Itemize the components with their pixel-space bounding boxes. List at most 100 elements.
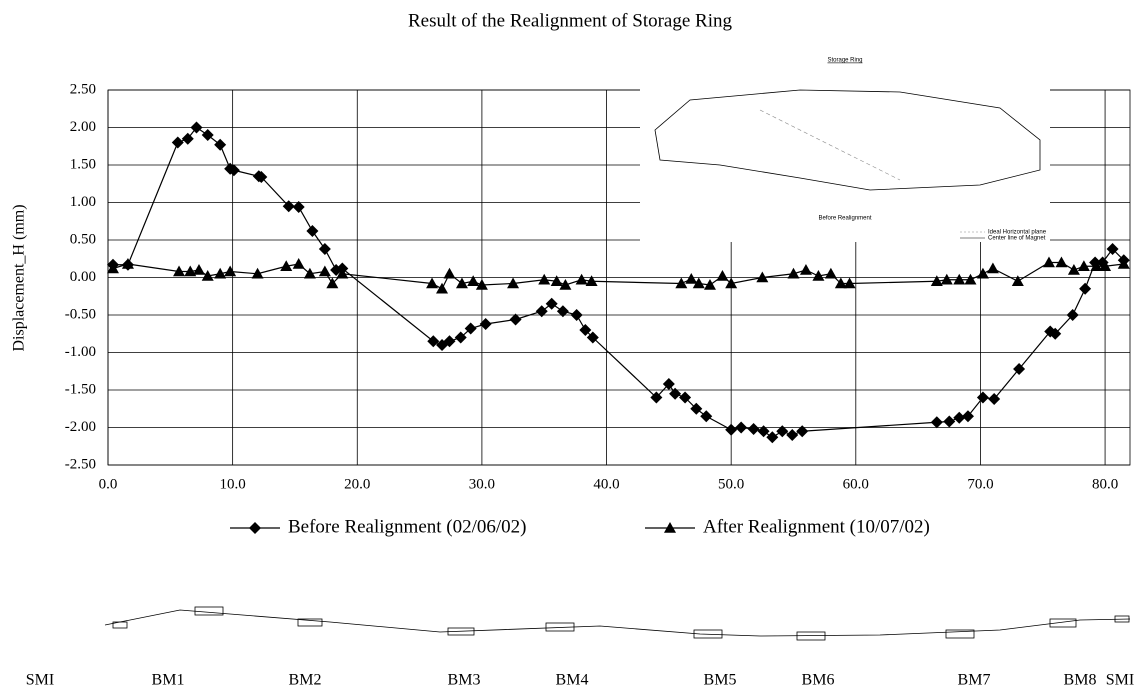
y-tick-label: -1.00 [65, 344, 96, 360]
point-marker [964, 273, 977, 285]
point-marker [443, 267, 456, 279]
point-marker [1013, 363, 1026, 375]
point-marker [725, 277, 738, 289]
point-marker [556, 305, 569, 318]
point-marker [1055, 256, 1068, 268]
point-marker [190, 121, 203, 134]
point-marker [282, 200, 295, 213]
x-tick-label: 40.0 [593, 476, 619, 492]
point-marker [716, 270, 729, 281]
point-marker [585, 275, 598, 287]
point-marker [1011, 275, 1024, 287]
point-marker [1066, 309, 1079, 321]
point-marker [426, 277, 439, 289]
point-marker [292, 201, 305, 213]
point-marker [786, 429, 799, 441]
magnet-label: BM2 [289, 672, 322, 689]
point-marker [579, 324, 592, 336]
point-marker [106, 262, 119, 274]
y-tick-label: -2.50 [65, 456, 96, 472]
x-tick-label: 10.0 [220, 476, 246, 492]
point-marker [1077, 260, 1090, 272]
point-marker [550, 275, 563, 287]
legend-label: After Realignment (10/07/02) [703, 516, 930, 537]
magnet-label: SMI [1106, 672, 1134, 689]
point-marker [650, 391, 663, 404]
y-tick-label: 1.50 [70, 156, 96, 172]
inset-caption: Before Realignment [818, 216, 871, 222]
point-marker [679, 391, 692, 404]
point-marker [986, 262, 999, 274]
point-marker [1090, 260, 1103, 272]
y-tick-label: 2.50 [70, 81, 96, 97]
ring-schematic [104, 606, 1131, 641]
point-marker [796, 425, 809, 438]
point-marker [427, 335, 440, 348]
magnet-label: BM8 [1064, 672, 1097, 689]
point-marker [757, 425, 770, 438]
point-marker [318, 265, 331, 277]
y-tick-label: -1.50 [65, 381, 96, 397]
x-tick-label: 60.0 [843, 476, 869, 492]
point-marker [443, 335, 456, 348]
point-marker [799, 264, 812, 275]
x-tick-label: 30.0 [469, 476, 495, 492]
point-marker [201, 129, 214, 141]
point-marker [692, 277, 705, 289]
point-marker [171, 136, 184, 149]
point-marker [930, 275, 943, 287]
point-marker [690, 402, 703, 415]
point-marker [675, 277, 688, 289]
point-marker [976, 267, 989, 279]
point-marker [812, 270, 825, 281]
point-marker [436, 282, 449, 294]
point-marker [747, 423, 760, 435]
point-marker [669, 387, 682, 400]
point-marker [943, 415, 956, 428]
y-tick-label: -2.00 [65, 419, 96, 435]
legend-label: Before Realignment (02/06/02) [288, 516, 527, 537]
x-tick-label: 20.0 [344, 476, 370, 492]
point-marker [776, 425, 789, 438]
x-tick-label: 70.0 [967, 476, 993, 492]
point-marker [1099, 260, 1112, 272]
magnet-label: BM6 [802, 672, 835, 689]
point-marker [685, 273, 698, 284]
point-marker [201, 270, 214, 281]
legend-marker [664, 522, 676, 533]
point-marker [538, 273, 551, 285]
point-marker [586, 331, 599, 344]
y-tick-label: 2.00 [70, 119, 96, 135]
magnet-label: BM5 [704, 672, 737, 689]
inset-diagram: Storage Ring Before Realignment Ideal Hori… [640, 52, 1050, 242]
point-marker [1049, 327, 1062, 340]
y-tick-label: 1.00 [70, 194, 96, 210]
point-marker [214, 267, 227, 279]
point-marker [834, 277, 847, 289]
point-marker [735, 421, 748, 434]
inset-background [640, 52, 1050, 242]
point-marker [509, 313, 522, 326]
point-marker [292, 258, 305, 269]
inset-legend-label: Center line of Magnet [988, 236, 1046, 242]
point-marker [455, 277, 468, 289]
y-tick-label: 0.50 [70, 231, 96, 247]
point-marker [192, 264, 205, 275]
ring-outline [654, 89, 1041, 191]
point-marker [570, 309, 583, 321]
point-marker [336, 267, 349, 279]
point-marker [930, 416, 943, 429]
y-axis-label: Displacement_H (mm) [11, 204, 28, 351]
series-line [112, 261, 1124, 290]
point-marker [1042, 256, 1055, 268]
point-marker [475, 279, 488, 290]
point-marker [479, 318, 492, 330]
point-marker [953, 273, 966, 285]
point-marker [961, 410, 974, 423]
point-marker [756, 271, 769, 283]
point-marker [940, 273, 953, 285]
point-marker [1106, 243, 1119, 255]
magnet-label: BM1 [152, 672, 185, 689]
point-marker [251, 267, 264, 279]
